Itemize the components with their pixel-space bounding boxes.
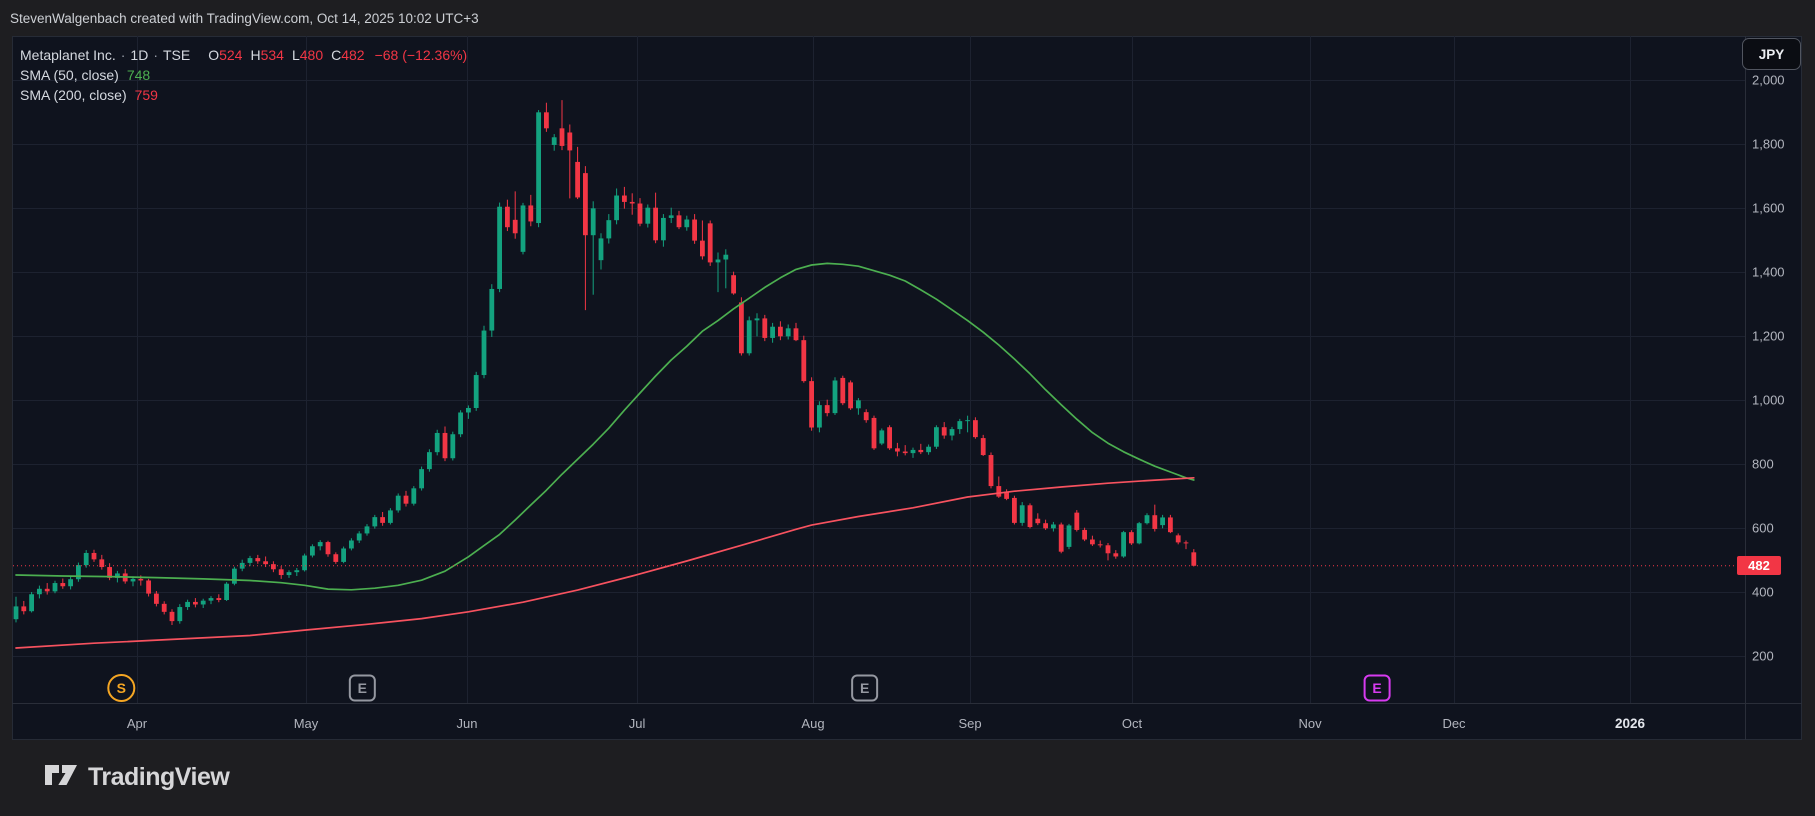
svg-text:Jun: Jun <box>457 716 478 731</box>
legend-sma50-row[interactable]: SMA (50, close) 748 <box>20 65 467 85</box>
svg-text:1,600: 1,600 <box>1752 201 1785 216</box>
sma200-label: SMA (200, close) <box>20 87 127 103</box>
currency-toggle-button[interactable]: JPY <box>1742 38 1801 70</box>
svg-text:200: 200 <box>1752 649 1774 664</box>
interval-label: 1D <box>130 47 149 63</box>
symbol-name: Metaplanet Inc. <box>20 47 116 63</box>
ohlc-values: O524 H534 L480 C482 <box>208 47 365 63</box>
svg-text:Nov: Nov <box>1298 716 1322 731</box>
time-axis-labels[interactable]: Apr May Jun Jul Aug Sep Oct Nov Dec 2026 <box>127 716 1646 731</box>
svg-text:800: 800 <box>1752 457 1774 472</box>
svg-text:E: E <box>860 680 869 696</box>
svg-text:2026: 2026 <box>1615 716 1646 731</box>
sma50-line <box>15 262 1195 591</box>
svg-text:S: S <box>117 680 126 696</box>
svg-text:Sep: Sep <box>958 716 981 731</box>
legend-symbol-row[interactable]: Metaplanet Inc. · 1D · TSE O524 H534 L480 C482 −6… <box>20 45 467 65</box>
svg-text:E: E <box>358 680 367 696</box>
legend-sma200-row[interactable]: SMA (200, close) 759 <box>20 85 467 105</box>
legend-separator: · <box>153 47 158 63</box>
sma50-value: 748 <box>126 67 151 83</box>
last-price-value: 482 <box>1748 558 1770 574</box>
svg-text:May: May <box>294 716 319 731</box>
last-price-badge: 482 <box>1737 556 1781 576</box>
split-icon[interactable]: S <box>107 674 136 702</box>
price-axis-labels[interactable]: 200 400 600 800 1,000 1,200 1,400 1,600 1,800 2,0… <box>1752 73 1785 664</box>
svg-text:1,800: 1,800 <box>1752 137 1785 152</box>
grid-lines <box>13 36 1745 703</box>
svg-text:Jul: Jul <box>629 716 646 731</box>
tradingview-logo-icon <box>45 765 77 785</box>
svg-text:1,200: 1,200 <box>1752 329 1785 344</box>
attribution-text: StevenWalgenbach created with TradingVie… <box>10 10 479 26</box>
chart-widget <box>12 36 1802 740</box>
svg-text:2,000: 2,000 <box>1752 73 1785 88</box>
svg-text:Aug: Aug <box>801 716 824 731</box>
tradingview-logo-text: TradingView <box>88 762 230 791</box>
footer-bar: TradingView <box>0 740 1815 816</box>
sma200-line <box>15 476 1195 649</box>
exchange-label: TSE <box>162 47 191 63</box>
svg-text:E: E <box>1372 680 1381 696</box>
tradingview-logo[interactable]: TradingView <box>45 762 230 792</box>
currency-label: JPY <box>1758 46 1785 62</box>
svg-text:Oct: Oct <box>1122 716 1143 731</box>
sma50-label: SMA (50, close) <box>20 67 119 83</box>
svg-text:1,000: 1,000 <box>1752 393 1785 408</box>
svg-text:600: 600 <box>1752 521 1774 536</box>
upcoming-earnings-icon[interactable]: E <box>1363 674 1391 702</box>
attribution-bar: StevenWalgenbach created with TradingVie… <box>0 0 1815 36</box>
sma200-value: 759 <box>134 87 158 103</box>
svg-text:Dec: Dec <box>1442 716 1466 731</box>
svg-text:1,400: 1,400 <box>1752 265 1785 280</box>
earnings-icon[interactable]: E <box>851 674 879 702</box>
change-value: −68 (−12.36%) <box>374 47 468 63</box>
candles-series <box>13 100 1197 625</box>
chart-legend: Metaplanet Inc. · 1D · TSE O524 H534 L480 C482 −6… <box>20 45 467 105</box>
earnings-icon[interactable]: E <box>348 674 376 702</box>
svg-text:400: 400 <box>1752 585 1774 600</box>
svg-text:Apr: Apr <box>127 716 148 731</box>
legend-separator: · <box>120 47 126 63</box>
